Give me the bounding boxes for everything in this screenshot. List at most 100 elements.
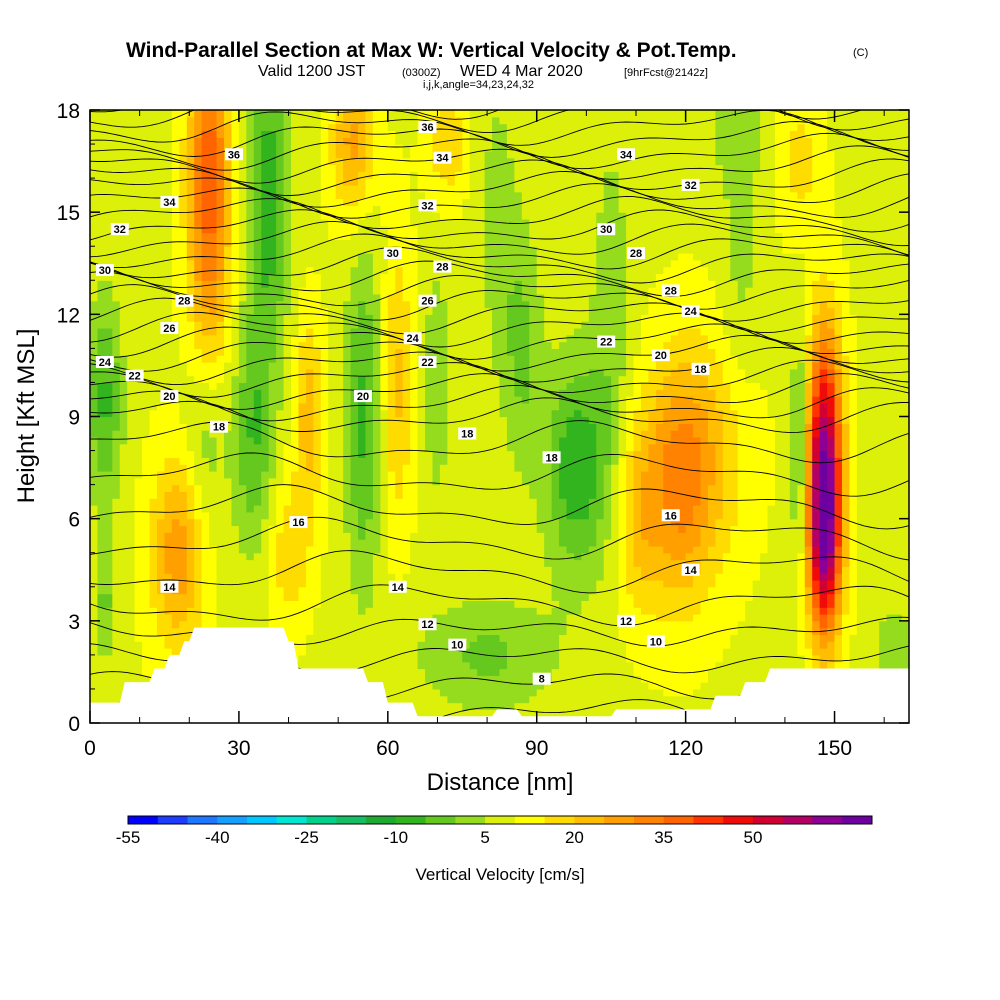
velocity-cell bbox=[201, 477, 210, 486]
velocity-cell bbox=[283, 389, 292, 397]
velocity-cell bbox=[410, 150, 419, 159]
velocity-cell bbox=[179, 614, 188, 622]
velocity-cell bbox=[395, 511, 404, 520]
velocity-cell bbox=[395, 505, 404, 513]
velocity-cell bbox=[298, 593, 307, 601]
velocity-cell bbox=[305, 470, 314, 479]
velocity-cell bbox=[164, 368, 173, 377]
velocity-cell bbox=[224, 334, 233, 343]
velocity-cell bbox=[224, 552, 233, 561]
velocity-cell bbox=[119, 137, 128, 145]
velocity-cell bbox=[216, 212, 225, 220]
velocity-cell bbox=[477, 409, 486, 418]
velocity-cell bbox=[246, 259, 255, 268]
velocity-cell bbox=[149, 450, 158, 458]
velocity-cell bbox=[224, 375, 233, 384]
velocity-cell bbox=[447, 225, 456, 234]
velocity-cell bbox=[313, 375, 322, 384]
velocity-cell bbox=[372, 627, 381, 636]
velocity-cell bbox=[387, 334, 396, 343]
velocity-cell bbox=[231, 457, 240, 465]
velocity-cell bbox=[261, 545, 270, 554]
velocity-cell bbox=[439, 614, 448, 622]
velocity-cell bbox=[171, 450, 180, 458]
velocity-cell bbox=[119, 239, 128, 247]
velocity-cell bbox=[291, 307, 300, 315]
velocity-cell bbox=[90, 205, 99, 213]
velocity-cell bbox=[358, 287, 367, 295]
velocity-cell bbox=[350, 150, 359, 159]
velocity-cell bbox=[276, 314, 285, 322]
velocity-cell bbox=[134, 212, 143, 220]
velocity-cell bbox=[231, 525, 240, 533]
velocity-cell bbox=[209, 545, 218, 554]
velocity-cell bbox=[350, 661, 359, 670]
velocity-cell bbox=[231, 314, 240, 322]
velocity-cell bbox=[268, 184, 277, 193]
velocity-cell bbox=[335, 266, 344, 275]
velocity-cell bbox=[90, 307, 99, 315]
velocity-cell bbox=[454, 552, 463, 561]
velocity-cell bbox=[380, 675, 389, 683]
velocity-cell bbox=[194, 157, 203, 166]
velocity-cell bbox=[462, 246, 471, 254]
velocity-cell bbox=[127, 511, 136, 520]
velocity-cell bbox=[142, 661, 151, 670]
velocity-cell bbox=[395, 470, 404, 479]
velocity-cell bbox=[231, 212, 240, 220]
velocity-cell bbox=[432, 144, 441, 152]
velocity-cell bbox=[253, 198, 262, 206]
velocity-cell bbox=[127, 355, 136, 363]
velocity-cell bbox=[90, 648, 99, 656]
velocity-cell bbox=[104, 430, 113, 438]
velocity-cell bbox=[224, 293, 233, 302]
velocity-cell bbox=[305, 259, 314, 268]
velocity-cell bbox=[477, 184, 486, 193]
velocity-cell bbox=[127, 246, 136, 254]
velocity-cell bbox=[268, 246, 277, 254]
velocity-cell bbox=[142, 218, 151, 227]
velocity-cell bbox=[224, 607, 233, 615]
velocity-cell bbox=[112, 402, 121, 411]
velocity-cell bbox=[305, 307, 314, 315]
velocity-cell bbox=[97, 559, 106, 567]
velocity-cell bbox=[462, 137, 471, 145]
velocity-cell bbox=[104, 607, 113, 615]
velocity-cell bbox=[253, 273, 262, 281]
velocity-cell bbox=[119, 362, 128, 370]
velocity-cell bbox=[425, 402, 434, 411]
velocity-cell bbox=[224, 116, 233, 125]
velocity-cell bbox=[402, 341, 411, 349]
velocity-cell bbox=[372, 287, 381, 295]
velocity-cell bbox=[157, 287, 166, 295]
velocity-cell bbox=[305, 586, 314, 595]
velocity-cell bbox=[380, 355, 389, 363]
velocity-cell bbox=[313, 430, 322, 438]
velocity-cell bbox=[216, 144, 225, 152]
velocity-cell bbox=[387, 293, 396, 302]
velocity-cell bbox=[372, 314, 381, 322]
velocity-cell bbox=[462, 253, 471, 261]
velocity-cell bbox=[343, 586, 352, 595]
velocity-cell bbox=[462, 198, 471, 206]
velocity-cell bbox=[224, 443, 233, 452]
velocity-cell bbox=[224, 382, 233, 390]
velocity-cell bbox=[291, 566, 300, 574]
velocity-cell bbox=[350, 505, 359, 513]
velocity-cell bbox=[283, 239, 292, 247]
velocity-cell bbox=[484, 552, 493, 561]
velocity-cell bbox=[432, 579, 441, 588]
velocity-cell bbox=[372, 477, 381, 486]
velocity-cell bbox=[313, 116, 322, 125]
velocity-cell bbox=[134, 579, 143, 588]
velocity-cell bbox=[469, 144, 478, 152]
velocity-cell bbox=[179, 511, 188, 520]
velocity-cell bbox=[395, 273, 404, 281]
velocity-cell bbox=[425, 321, 434, 329]
velocity-cell bbox=[298, 212, 307, 220]
velocity-cell bbox=[425, 654, 434, 663]
velocity-cell bbox=[484, 675, 493, 683]
velocity-cell bbox=[298, 430, 307, 438]
velocity-cell bbox=[380, 457, 389, 465]
velocity-cell bbox=[209, 116, 218, 125]
